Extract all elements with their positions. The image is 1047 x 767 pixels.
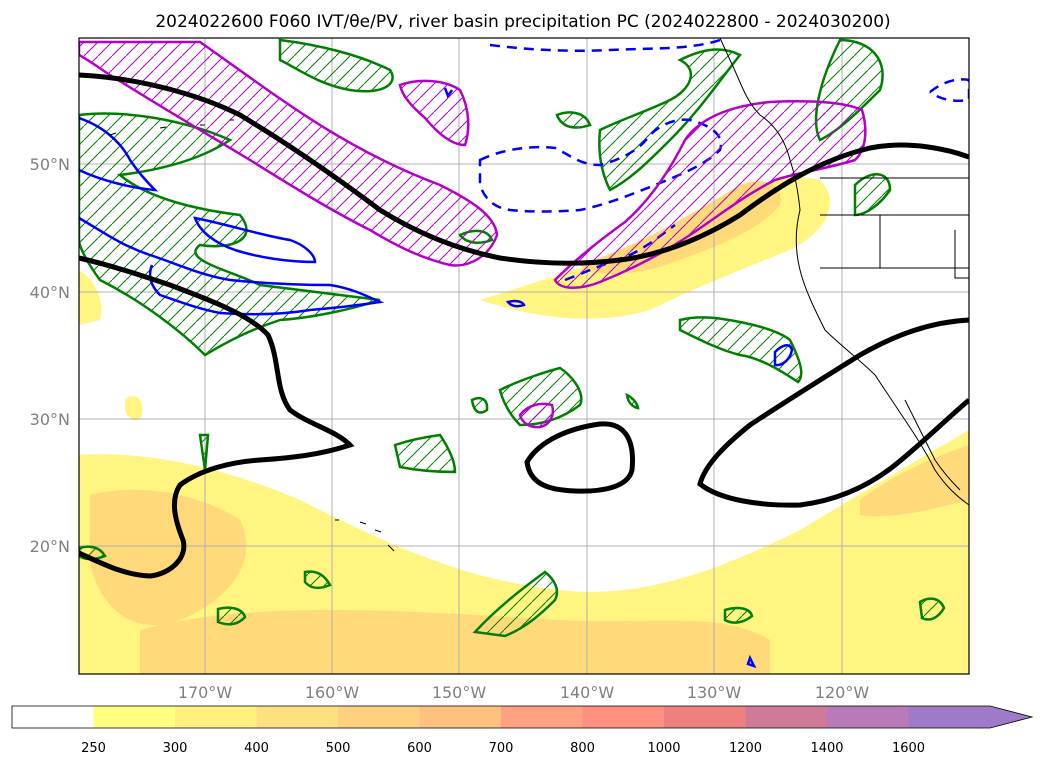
positive-region-south <box>472 570 559 638</box>
theta-e-contour-closed <box>524 421 636 494</box>
colorbar-segment <box>338 706 420 728</box>
lat-label-20n: 20°N <box>30 537 70 556</box>
positive-region-center-2 <box>393 433 457 474</box>
lon-label-140w: 140°W <box>560 683 615 702</box>
colorbar-tick-label: 1000 <box>647 741 680 756</box>
ivt-blob-small <box>125 395 143 421</box>
hawaii-islands <box>335 519 395 552</box>
colorbar-tick-label: 300 <box>163 741 188 756</box>
map-frame <box>78 37 970 675</box>
colorbar-segment <box>908 706 991 728</box>
latitude-axis: 50°N 40°N 30°N 20°N <box>30 155 70 556</box>
colorbar-tick-label: 1200 <box>729 741 762 756</box>
theta-e-contours <box>79 72 969 579</box>
ivt-southeast-core <box>860 445 969 517</box>
theta-e-contour-north <box>79 72 969 266</box>
colorbar-segment <box>745 706 828 728</box>
chart-title: 2024022600 F060 IVT/θe/PV, river basin p… <box>155 12 890 32</box>
positive-region-north-east <box>598 48 742 192</box>
positive-region-small-7 <box>625 392 640 410</box>
coastlines <box>109 38 969 552</box>
baja-coast <box>904 399 961 491</box>
pv-region-ar <box>553 100 867 289</box>
colorbar-tick-label: 500 <box>326 741 351 756</box>
colorbar-segment <box>664 706 746 728</box>
lat-label-40n: 40°N <box>30 283 70 302</box>
lat-label-30n: 30°N <box>30 410 70 429</box>
colorbar-segment <box>419 706 502 728</box>
positive-region-coast-2 <box>853 173 892 217</box>
colorbar-segment <box>582 706 665 728</box>
colorbar-tick-label: 1600 <box>892 741 925 756</box>
positive-region-north-center <box>278 38 394 93</box>
lon-label-150w: 150°W <box>432 683 487 702</box>
lon-label-130w: 130°W <box>687 683 742 702</box>
colorbar-segment <box>93 706 176 728</box>
colorbar-tick-label: 700 <box>489 741 514 756</box>
pv-region-northwest <box>79 40 499 267</box>
ivt-west-blob <box>79 270 102 325</box>
colorbar-extend-fill <box>990 706 1032 728</box>
colorbar-segment <box>501 706 583 728</box>
theta-e-contour-west <box>79 255 355 579</box>
colorbar: 250 300 400 500 600 700 800 1000 1200 1400 1600 <box>11 705 1034 756</box>
ivt-tropical-core-2 <box>140 610 770 674</box>
negative-contour-west-1 <box>79 216 385 316</box>
negative-contour-west-2 <box>193 216 317 264</box>
colorbar-segment <box>12 706 94 728</box>
colorbar-segment <box>256 706 339 728</box>
positive-region-southeast <box>918 597 946 621</box>
colorbar-tick-label: 1400 <box>810 741 843 756</box>
colorbar-tick-label: 400 <box>244 741 269 756</box>
colorbar-tick-label: 250 <box>81 741 106 756</box>
positive-region-small-4 <box>723 606 754 624</box>
negative-contour-dashed-ne <box>929 78 969 102</box>
colorbar-tick-label: 600 <box>407 741 432 756</box>
lon-label-120w: 120°W <box>815 683 870 702</box>
pv-region-center <box>518 402 555 429</box>
negative-contour-small-2 <box>505 299 526 308</box>
ivt-tropical-core <box>90 489 247 626</box>
map-area <box>79 38 969 674</box>
lon-label-160w: 160°W <box>305 683 360 702</box>
negative-contour-small-3 <box>746 654 757 669</box>
lon-label-170w: 170°W <box>178 683 233 702</box>
theta-e-contour-east <box>697 317 969 508</box>
north-america-coast <box>719 38 969 506</box>
positive-region-small-2 <box>555 111 592 129</box>
pv-regions <box>79 40 867 429</box>
colorbar-tick-label: 800 <box>570 741 595 756</box>
lat-label-50n: 50°N <box>30 155 70 174</box>
positive-region-small-1 <box>470 396 489 414</box>
negative-contour-northwest <box>79 116 159 192</box>
aleutian-islands <box>109 119 234 136</box>
positive-region-south-3 <box>216 606 247 626</box>
colorbar-segment <box>827 706 909 728</box>
state-borders <box>820 177 969 279</box>
positive-region-center-1 <box>498 366 583 427</box>
longitude-axis: 170°W 160°W 150°W 140°W 130°W 120°W <box>178 683 870 702</box>
negative-contour-dashed-top <box>489 38 721 53</box>
colorbar-outline <box>11 705 1034 729</box>
colorbar-segment <box>175 706 257 728</box>
positive-region-south-2 <box>303 570 332 590</box>
negative-contour-small-1 <box>773 344 794 367</box>
positive-region-mid-east <box>678 316 803 384</box>
positive-region-small-6 <box>198 433 210 471</box>
pv-region-north <box>398 79 470 147</box>
